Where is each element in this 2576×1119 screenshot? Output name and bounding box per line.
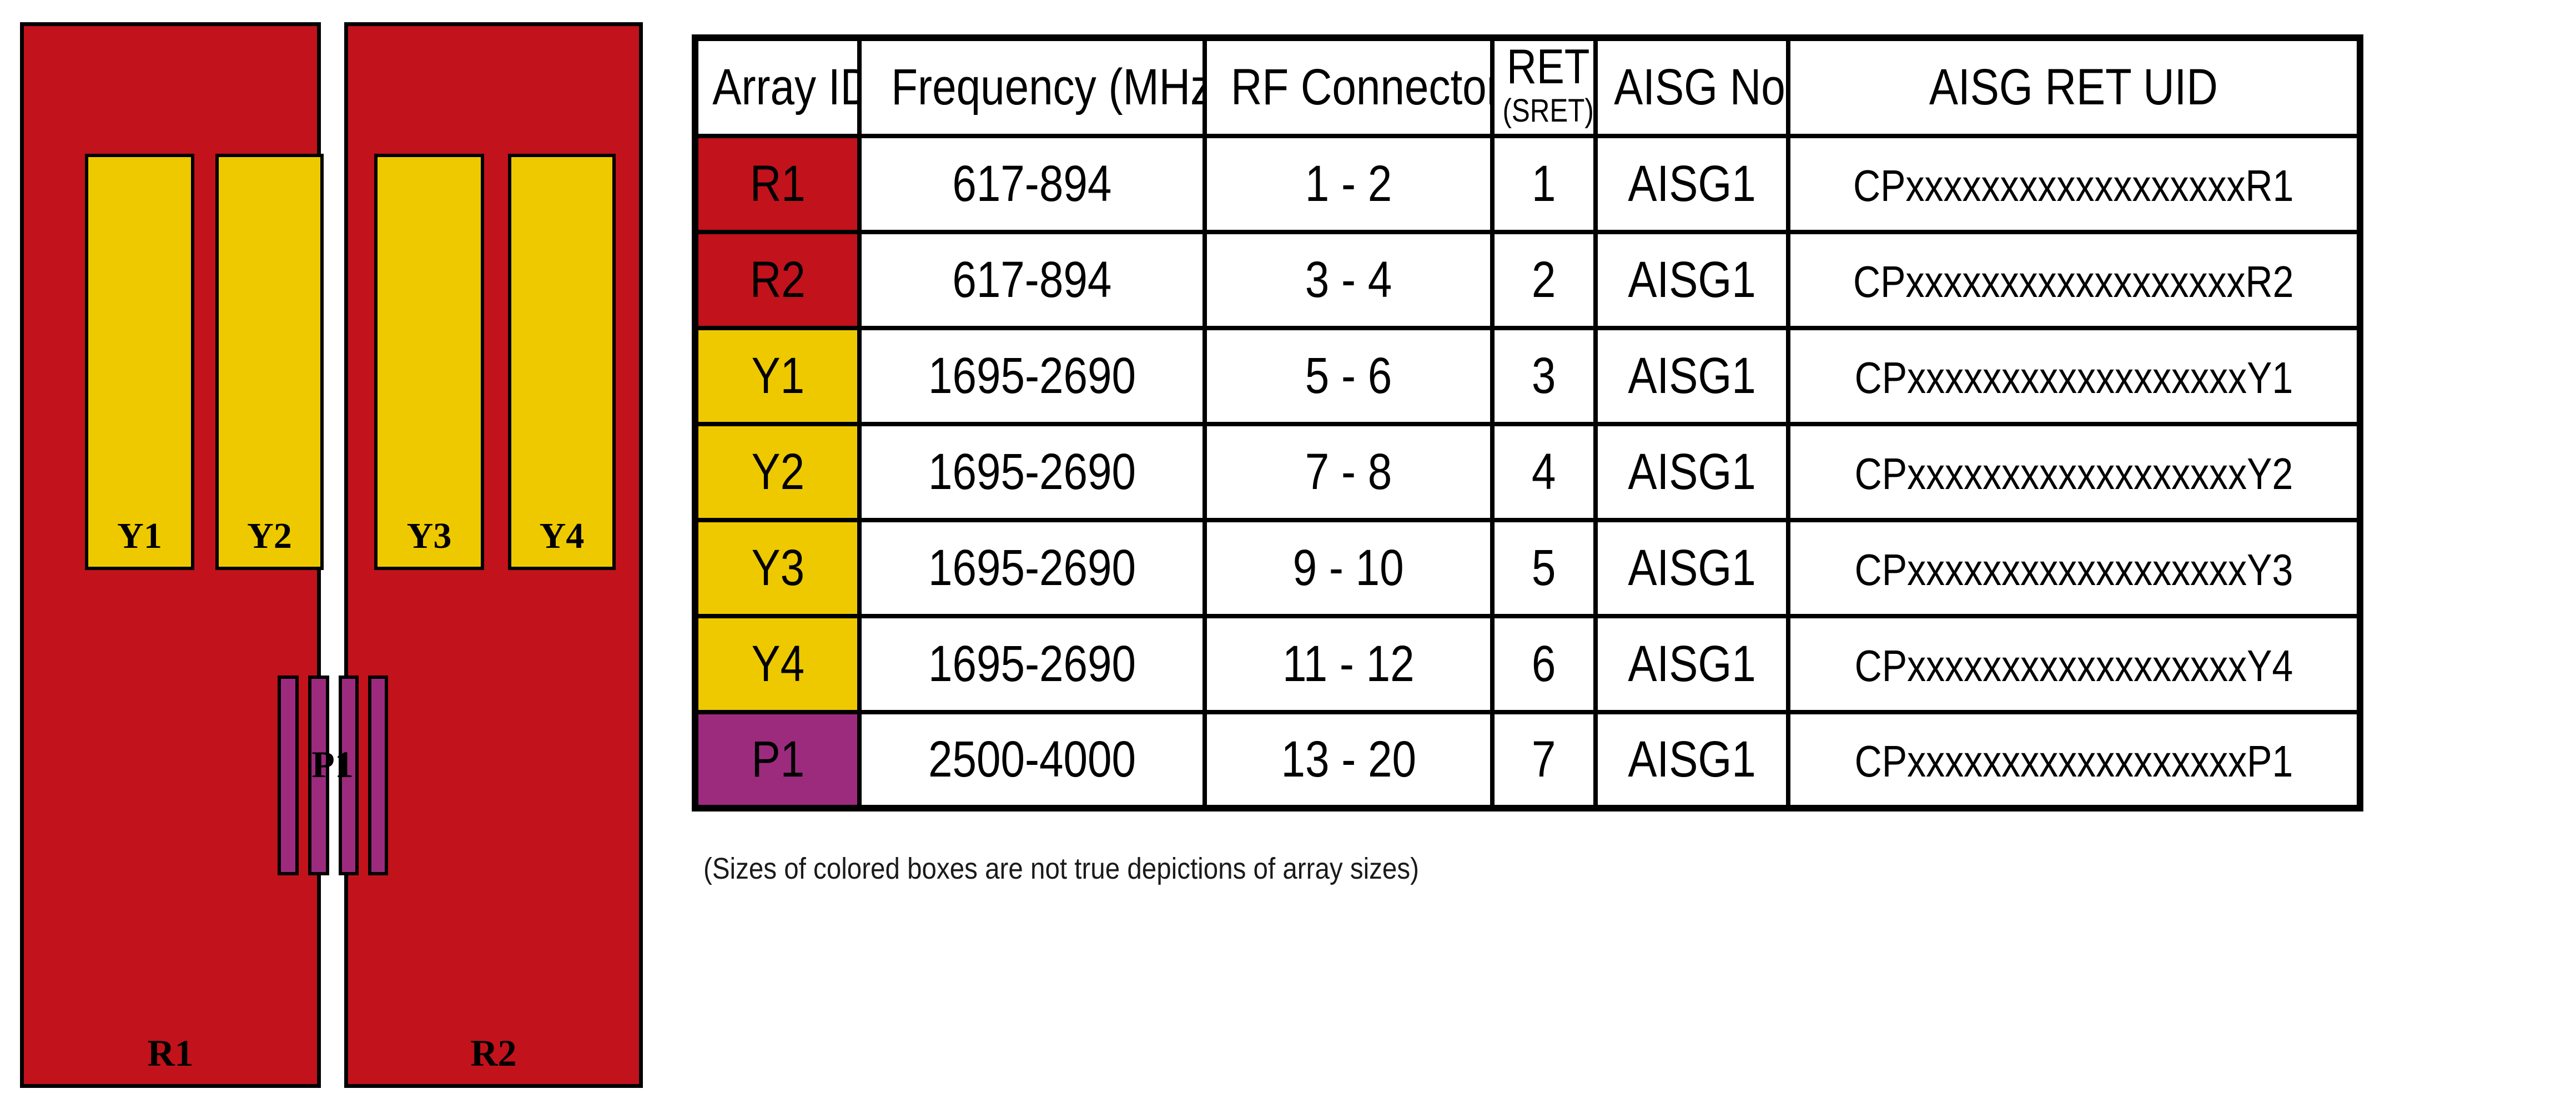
cell-y2-rf-connector: 7 - 8: [1203, 422, 1495, 523]
p1-array-bar-3: [339, 676, 359, 875]
cell-y1-aisg-no: AISG1: [1593, 326, 1790, 427]
p1-array-bar-4: [368, 676, 388, 875]
table-row-y4: Y4 1695-2690 11 - 12 6 AISG1 CPxxxxxxxxx…: [693, 614, 2362, 715]
array-box-y1: Y1: [85, 154, 194, 570]
cell-r1-frequency: 617-894: [857, 134, 1207, 235]
cell-y1-array-id: Y1: [693, 326, 862, 427]
header-aisg-ret-uid: AISG RET UID: [1786, 35, 2362, 139]
cell-y4-ret: 6: [1490, 614, 1598, 715]
cell-y2-aisg-no: AISG1: [1593, 422, 1790, 523]
cell-y4-aisg-no: AISG1: [1593, 614, 1790, 715]
antenna-panel-r1: Y1 Y2: [20, 22, 324, 1088]
cell-y3-aisg-no: AISG1: [1593, 518, 1790, 619]
array-label-y1: Y1: [117, 516, 162, 556]
cell-p1-frequency: 2500-4000: [857, 710, 1207, 811]
cell-r1-ret: 1: [1490, 134, 1598, 235]
port-mapping-table: Array ID Frequency (MHz) RF Connector RE…: [692, 34, 2363, 812]
array-label-y4: Y4: [539, 516, 585, 556]
cell-y3-rf-connector: 9 - 10: [1203, 518, 1495, 619]
cell-y1-ret: 3: [1490, 326, 1598, 427]
cell-y4-rf-connector: 11 - 12: [1203, 614, 1495, 715]
cell-y3-frequency: 1695-2690: [857, 518, 1207, 619]
array-label-p1: P1: [311, 743, 354, 785]
cell-y3-ret: 5: [1490, 518, 1598, 619]
antenna-panel-r2: Y3 Y4: [344, 22, 643, 1088]
cell-y1-aisg-ret-uid: CPxxxxxxxxxxxxxxxxxxY1: [1786, 326, 2362, 427]
cell-p1-aisg-ret-uid: CPxxxxxxxxxxxxxxxxxxP1: [1786, 710, 2362, 811]
cell-y4-aisg-ret-uid: CPxxxxxxxxxxxxxxxxxxY4: [1786, 614, 2362, 715]
array-box-y4: Y4: [508, 154, 616, 570]
cell-r1-aisg-ret-uid: CPxxxxxxxxxxxxxxxxxxR1: [1786, 134, 2362, 235]
table-row-r2: R2 617-894 3 - 4 2 AISG1 CPxxxxxxxxxxxxx…: [693, 230, 2362, 331]
panel-label-r2: R2: [470, 1032, 517, 1074]
table-row-y1: Y1 1695-2690 5 - 6 3 AISG1 CPxxxxxxxxxxx…: [693, 326, 2362, 427]
cell-r2-aisg-no: AISG1: [1593, 230, 1790, 331]
cell-r2-aisg-ret-uid: CPxxxxxxxxxxxxxxxxxxR2: [1786, 230, 2362, 331]
cell-p1-rf-connector: 13 - 20: [1203, 710, 1495, 811]
size-disclaimer-note: (Sizes of colored boxes are not true dep…: [703, 852, 1419, 885]
table-header-row: Array ID Frequency (MHz) RF Connector RE…: [693, 35, 2362, 139]
header-aisg-no: AISG No.: [1593, 35, 1790, 139]
p1-array-bar-1: [278, 676, 299, 875]
header-frequency: Frequency (MHz): [857, 35, 1207, 139]
cell-r1-array-id: R1: [693, 134, 862, 235]
cell-y2-aisg-ret-uid: CPxxxxxxxxxxxxxxxxxxY2: [1786, 422, 2362, 523]
cell-r2-ret: 2: [1490, 230, 1598, 331]
p1-array-bar-2: [308, 676, 329, 875]
cell-y1-rf-connector: 5 - 6: [1203, 326, 1495, 427]
cell-y1-frequency: 1695-2690: [857, 326, 1207, 427]
cell-p1-array-id: P1: [693, 710, 862, 811]
array-box-y3: Y3: [374, 154, 484, 570]
cell-r1-rf-connector: 1 - 2: [1203, 134, 1495, 235]
table-row-p1: P1 2500-4000 13 - 20 7 AISG1 CPxxxxxxxxx…: [693, 710, 2362, 811]
cell-p1-ret: 7: [1490, 710, 1598, 811]
table-row-y2: Y2 1695-2690 7 - 8 4 AISG1 CPxxxxxxxxxxx…: [693, 422, 2362, 523]
cell-r2-rf-connector: 3 - 4: [1203, 230, 1495, 331]
array-label-y3: Y3: [406, 516, 452, 556]
cell-p1-aisg-no: AISG1: [1593, 710, 1790, 811]
cell-y2-frequency: 1695-2690: [857, 422, 1207, 523]
cell-y2-ret: 4: [1490, 422, 1598, 523]
table-row-r1: R1 617-894 1 - 2 1 AISG1 CPxxxxxxxxxxxxx…: [693, 134, 2362, 235]
header-rf-connector: RF Connector: [1203, 35, 1495, 139]
cell-y3-aisg-ret-uid: CPxxxxxxxxxxxxxxxxxxY3: [1786, 518, 2362, 619]
cell-y4-array-id: Y4: [693, 614, 862, 715]
array-box-y2: Y2: [215, 154, 324, 570]
cell-r2-frequency: 617-894: [857, 230, 1207, 331]
cell-y3-array-id: Y3: [693, 518, 862, 619]
cell-r2-array-id: R2: [693, 230, 862, 331]
table-row-y3: Y3 1695-2690 9 - 10 5 AISG1 CPxxxxxxxxxx…: [693, 518, 2362, 619]
header-array-id: Array ID: [693, 35, 862, 139]
cell-y4-frequency: 1695-2690: [857, 614, 1207, 715]
array-label-y2: Y2: [247, 516, 292, 556]
port-mapping-table-container: Array ID Frequency (MHz) RF Connector RE…: [692, 34, 2363, 812]
cell-y2-array-id: Y2: [693, 422, 862, 523]
panel-label-r1: R1: [147, 1032, 194, 1074]
header-ret-sret: RET (SRET): [1490, 35, 1598, 139]
cell-r1-aisg-no: AISG1: [1593, 134, 1790, 235]
